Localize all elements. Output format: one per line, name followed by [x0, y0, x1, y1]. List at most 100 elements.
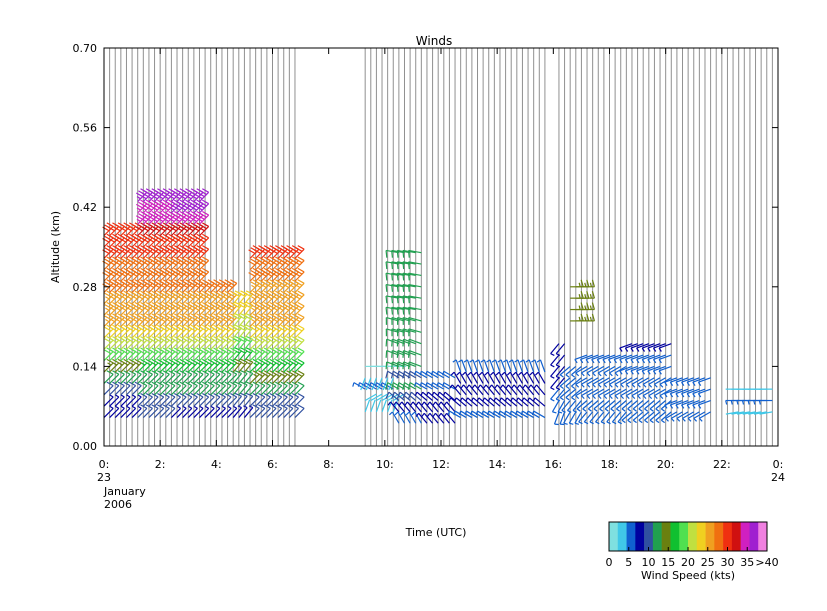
- wind-barb: [385, 391, 400, 401]
- wind-barb: [408, 350, 422, 358]
- wind-barb: [493, 397, 506, 407]
- wind-barb: [581, 302, 595, 311]
- wind-barb: [425, 370, 439, 379]
- wind-barb: [563, 411, 571, 425]
- wind-barb: [396, 249, 411, 258]
- wind-barb: [396, 306, 411, 315]
- wind-barb: [187, 381, 198, 396]
- wind-barb: [387, 399, 393, 413]
- wind-barb: [608, 354, 621, 364]
- wind-barb: [396, 328, 411, 337]
- x-tick-label: 16:: [544, 458, 562, 471]
- wind-barb: [142, 404, 153, 418]
- wind-barb: [126, 290, 137, 305]
- colorbar-swatch: [626, 522, 636, 551]
- wind-barb: [675, 377, 689, 386]
- wind-barb: [459, 397, 473, 407]
- wind-barb: [159, 370, 170, 384]
- wind-barb: [467, 371, 479, 384]
- wind-barb: [277, 404, 288, 418]
- wind-barb: [391, 316, 405, 325]
- wind-barb: [591, 354, 605, 364]
- wind-barb: [391, 295, 405, 304]
- wind-barb: [644, 400, 655, 412]
- wind-barb: [627, 400, 638, 412]
- wind-barb: [391, 306, 405, 315]
- wind-barb: [385, 328, 400, 337]
- wind-barb: [557, 400, 566, 414]
- wind-barb: [658, 343, 672, 352]
- x-tick-sublabel: 23: [97, 471, 111, 484]
- wind-barb: [375, 399, 382, 413]
- wind-barb: [630, 354, 644, 364]
- wind-barb: [126, 370, 137, 384]
- x-tick-label: 4:: [211, 458, 222, 471]
- wind-barb: [669, 399, 683, 409]
- wind-barb: [579, 354, 593, 364]
- wind-barb: [407, 272, 422, 281]
- wind-barb: [272, 313, 283, 328]
- wind-barb: [620, 377, 633, 388]
- x-tick-label: 12:: [432, 458, 450, 471]
- wind-barb: [495, 371, 507, 384]
- wind-barb: [550, 343, 560, 356]
- wind-barb: [693, 411, 706, 422]
- wind-barb: [293, 267, 305, 282]
- wind-barb: [377, 377, 383, 391]
- y-tick-label: 0.56: [73, 122, 98, 135]
- wind-barb: [487, 410, 501, 419]
- wind-barb: [407, 249, 422, 258]
- wind-barb: [669, 388, 683, 398]
- wind-barb: [574, 354, 588, 364]
- x-axis: 0:232: 4: 6: 8: 10: 12: 14: 16: 18: 20: 22: 0:24: [97, 48, 785, 484]
- wind-barb: [360, 377, 366, 391]
- wind-barb: [369, 382, 383, 390]
- wind-barb: [109, 405, 120, 418]
- wind-barb: [681, 399, 694, 409]
- wind-barb: [402, 338, 416, 347]
- wind-barb: [120, 358, 131, 373]
- wind-barb: [575, 377, 588, 388]
- wind-barb: [587, 400, 599, 412]
- wind-barb: [670, 411, 683, 422]
- wind-barb: [126, 313, 137, 328]
- colorbar-swatch: [670, 522, 680, 551]
- wind-barb: [582, 400, 594, 412]
- wind-barb: [432, 401, 445, 413]
- wind-barb: [453, 397, 467, 407]
- wind-barb: [197, 211, 210, 225]
- wind-barb: [483, 384, 495, 396]
- wind-barb: [272, 392, 283, 407]
- y-tick-label: 0.28: [73, 281, 98, 294]
- wind-barb: [385, 306, 399, 315]
- wind-barb: [561, 400, 571, 413]
- wind-barb: [609, 365, 622, 377]
- wind-barb: [288, 279, 299, 293]
- wind-barb: [419, 370, 433, 379]
- wind-barb: [402, 391, 417, 401]
- wind-barb: [526, 410, 540, 419]
- wind-barbs: [102, 188, 773, 426]
- wind-barb: [158, 233, 170, 248]
- wind-barb: [288, 381, 299, 396]
- wind-barb: [466, 384, 478, 396]
- wind-barb: [109, 394, 120, 407]
- wind-barb: [491, 359, 501, 373]
- wind-barb: [453, 410, 467, 419]
- wind-barb: [503, 359, 512, 373]
- wind-barb: [624, 365, 638, 375]
- wind-barb: [391, 283, 405, 292]
- wind-barb: [425, 391, 439, 401]
- wind-barb: [681, 388, 694, 398]
- wind-barb: [255, 404, 266, 418]
- wind-barb: [238, 358, 248, 373]
- wind-barb: [402, 249, 416, 258]
- wind-barb: [448, 397, 462, 407]
- wind-barb: [148, 358, 159, 373]
- wind-barb: [692, 377, 706, 386]
- wind-barb: [391, 328, 405, 337]
- wind-barb: [638, 400, 650, 412]
- wind-barb: [589, 411, 599, 425]
- colorbar-label: >40: [755, 556, 778, 569]
- wind-barb: [197, 267, 210, 282]
